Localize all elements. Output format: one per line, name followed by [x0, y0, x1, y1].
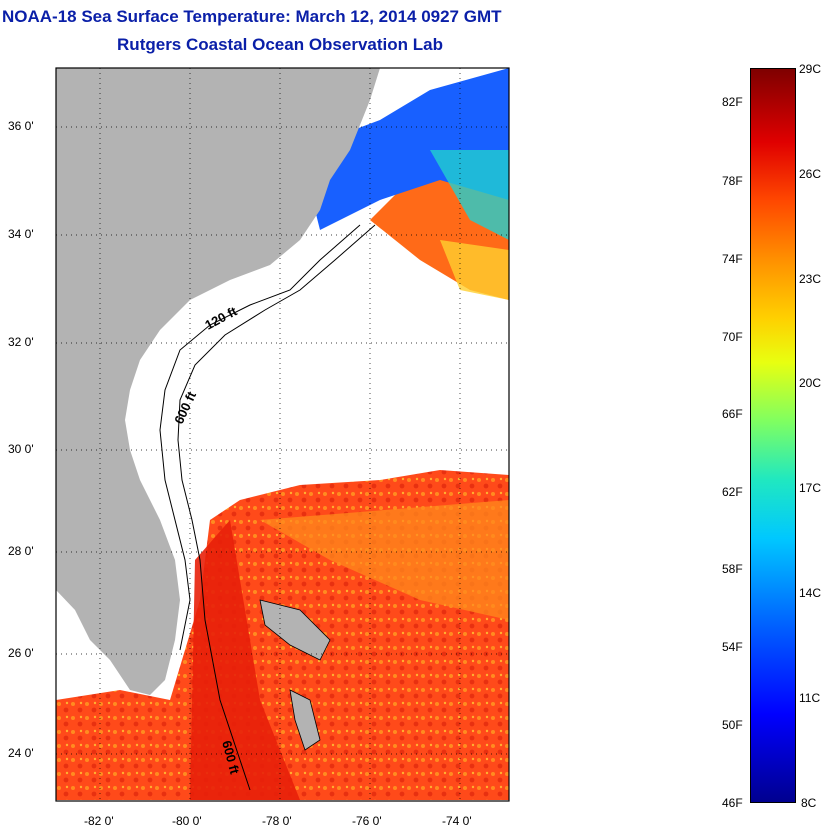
colorbar-f-label: 70F — [722, 330, 743, 344]
map-border — [55, 67, 510, 802]
colorbar-c-label: 23C — [799, 272, 822, 286]
colorbar-f-label: 54F — [722, 640, 743, 654]
lat-label: 36 0' — [8, 119, 34, 133]
colorbar-c-label: 11C — [799, 691, 821, 705]
lat-label: 24 0' — [8, 746, 34, 760]
map-subtitle: Rutgers Coastal Ocean Observation Lab — [117, 35, 443, 54]
lon-label: -82 0' — [84, 814, 114, 828]
grid-lines — [56, 68, 509, 801]
colorbar-f-label: 82F — [722, 95, 743, 109]
colorbar-f-label: 74F — [722, 252, 743, 266]
colorbar-f-label: 62F — [722, 485, 743, 499]
temperature-colorbar — [750, 68, 796, 803]
northeast-mid-patch — [430, 150, 509, 240]
colorbar-f-label: 50F — [722, 718, 743, 732]
colorbar-c-label: 26C — [799, 167, 822, 181]
colorbar-c-label: 14C — [799, 586, 822, 600]
lat-label: 32 0' — [8, 335, 34, 349]
colorbar-f-label: 66F — [722, 407, 743, 421]
bahamas-island — [289, 689, 321, 751]
lat-label: 30 0' — [8, 442, 34, 456]
sst-map: 120 ft 600 ft 600 ft — [55, 67, 510, 802]
contour-120ft — [159, 224, 361, 651]
northeast-cool-patch — [300, 68, 509, 230]
lat-label: 28 0' — [8, 544, 34, 558]
colorbar-c-label: 29C — [799, 62, 822, 76]
lon-label: -80 0' — [172, 814, 202, 828]
lat-label: 26 0' — [8, 646, 34, 660]
orange-band-region — [260, 500, 509, 620]
lon-label: -74 0' — [442, 814, 472, 828]
bahamas-island — [259, 599, 331, 661]
gulf-stream-region — [190, 520, 300, 800]
colorbar-f-label: 58F — [722, 562, 743, 576]
lon-label: -76 0' — [352, 814, 382, 828]
colorbar-c-label: 20C — [799, 376, 822, 390]
map-title: NOAA-18 Sea Surface Temperature: March 1… — [2, 7, 502, 26]
colorbar-c-label: 17C — [799, 481, 822, 495]
colorbar-f-label: 78F — [722, 174, 743, 188]
colorbar-c-label: 8C — [801, 796, 817, 810]
land-mass — [56, 68, 380, 695]
colorbar-f-label: 46F — [722, 796, 743, 810]
lat-label: 34 0' — [8, 227, 34, 241]
lon-label: -78 0' — [262, 814, 292, 828]
contour-600ft — [177, 224, 376, 791]
northeast-yellow-patch — [440, 240, 509, 300]
